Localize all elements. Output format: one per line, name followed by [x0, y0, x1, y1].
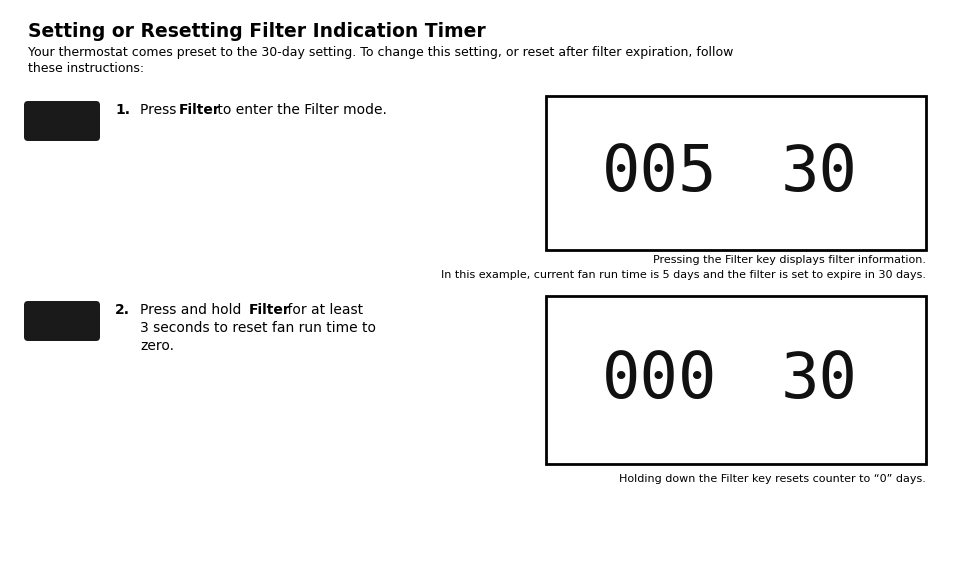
Text: to enter the Filter mode.: to enter the Filter mode. [213, 103, 387, 117]
Text: Setting or Resetting Filter Indication Timer: Setting or Resetting Filter Indication T… [28, 22, 485, 41]
Text: Your thermostat comes preset to the 30-day setting. To change this setting, or r: Your thermostat comes preset to the 30-d… [28, 46, 733, 59]
Bar [545, 96, 925, 250]
Text: 2.: 2. [115, 303, 130, 317]
Text: these instructions:: these instructions: [28, 62, 144, 75]
Text: Holding down the Filter key resets counter to “0” days.: Holding down the Filter key resets count… [618, 474, 925, 484]
Text: Press: Press [140, 103, 180, 117]
Text: 1.: 1. [115, 103, 130, 117]
Text: for at least: for at least [283, 303, 363, 317]
FancyBboxPatch shape [24, 301, 100, 341]
Text: 30: 30 [781, 142, 857, 204]
Text: 30: 30 [781, 349, 857, 411]
Bar [545, 296, 925, 464]
FancyBboxPatch shape [24, 101, 100, 141]
Text: In this example, current fan run time is 5 days and the filter is set to expire : In this example, current fan run time is… [440, 270, 925, 280]
Text: Press and hold: Press and hold [140, 303, 246, 317]
Text: 3 seconds to reset fan run time to: 3 seconds to reset fan run time to [140, 321, 375, 335]
Text: Filter: Filter [179, 103, 220, 117]
Text: zero.: zero. [140, 339, 173, 353]
Text: 005: 005 [601, 142, 717, 204]
Text: 000: 000 [601, 349, 717, 411]
Text: Pressing the Filter key displays filter information.: Pressing the Filter key displays filter … [652, 255, 925, 265]
Text: Filter: Filter [249, 303, 291, 317]
